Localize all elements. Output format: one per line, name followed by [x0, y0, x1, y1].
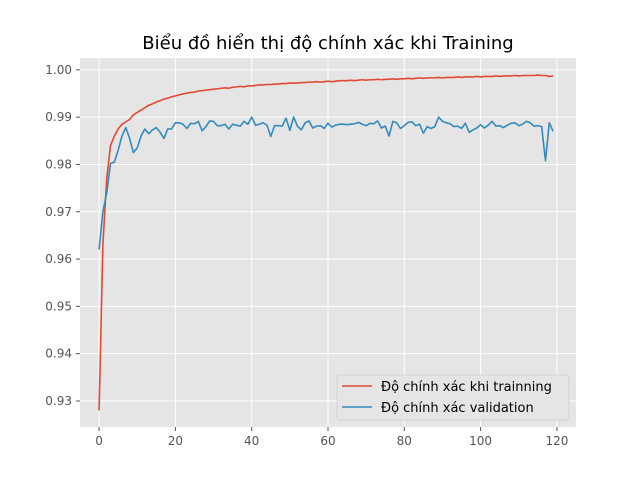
series-lines — [98, 74, 554, 411]
y-tick-label: 0.95 — [45, 299, 72, 313]
legend-box — [336, 374, 570, 421]
legend: Độ chính xác khi trainning Độ chính xác … — [336, 374, 570, 421]
y-tick-label: 0.98 — [45, 157, 72, 171]
y-tick-label: 0.94 — [45, 347, 72, 361]
x-tick-label: 100 — [469, 434, 492, 448]
x-tick-label: 60 — [320, 434, 335, 448]
chart-title: Biểu đồ hiển thị độ chính xác khi Traini… — [142, 33, 513, 54]
series-line-training — [98, 74, 554, 411]
series-line-validation — [98, 116, 554, 250]
y-tick-label: 0.96 — [45, 252, 72, 266]
x-tick-label: 80 — [397, 434, 412, 448]
grid — [80, 58, 576, 427]
x-tick-label: 40 — [244, 434, 259, 448]
y-tick-label: 0.99 — [45, 110, 72, 124]
x-tick-label: 20 — [168, 434, 183, 448]
legend-label-validation: Độ chính xác validation — [381, 401, 534, 416]
legend-label-training: Độ chính xác khi trainning — [381, 380, 552, 395]
x-tick-label: 0 — [95, 434, 103, 448]
y-tick-label: 1.00 — [45, 63, 72, 77]
x-tick-label: 120 — [545, 434, 568, 448]
axis-ticks: 0 20 40 60 80 100 120 0.93 0.94 0.95 0.96 0.97 0.98 0… — [45, 63, 568, 448]
y-tick-label: 0.93 — [45, 394, 72, 408]
y-tick-label: 0.97 — [45, 205, 72, 219]
